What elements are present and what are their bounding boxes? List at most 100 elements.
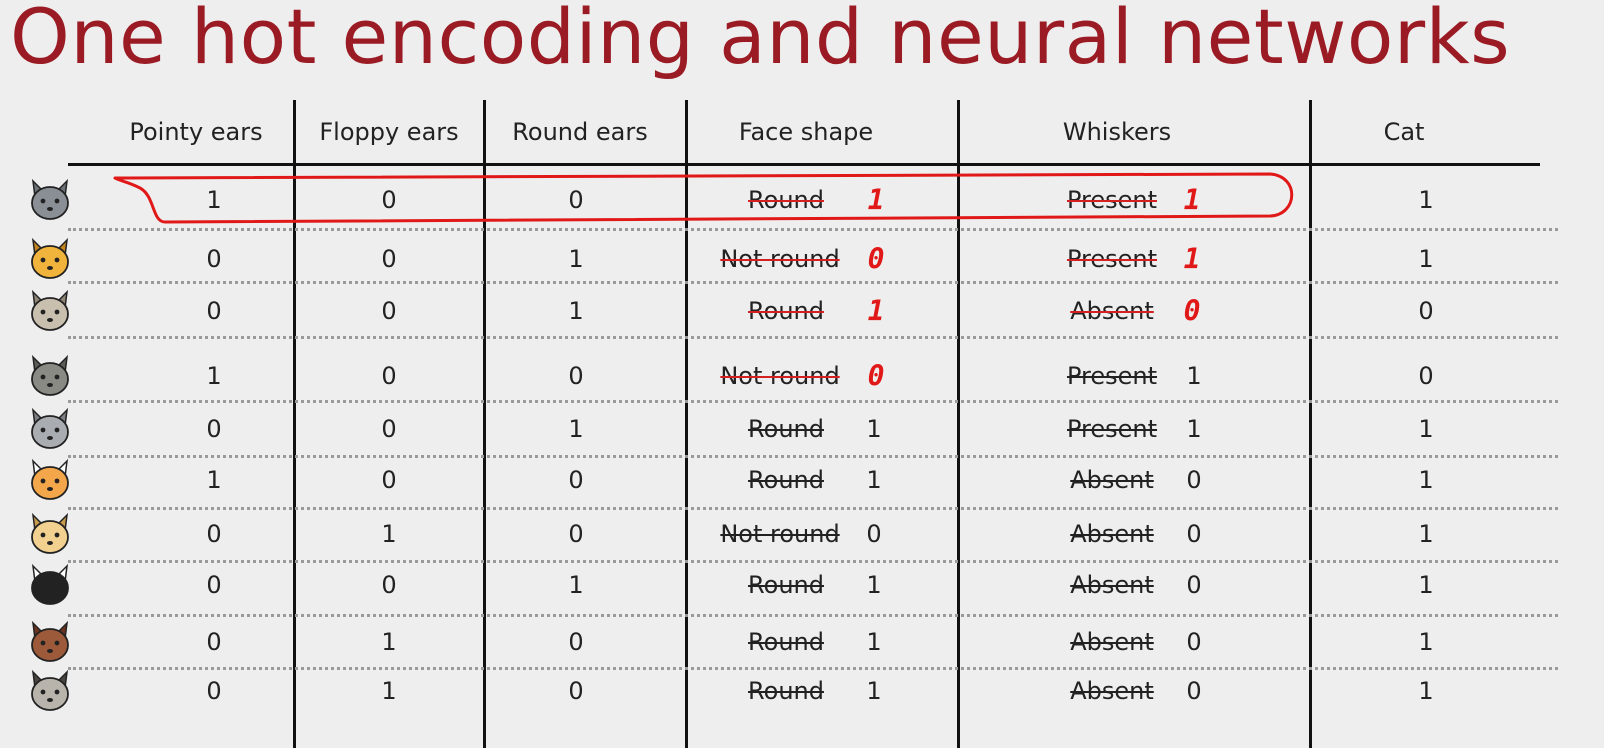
cell-face-shape-text: Round	[748, 677, 824, 705]
cell-floppy-ears: 0	[381, 362, 397, 390]
header-whiskers: Whiskers	[1062, 118, 1172, 146]
cell-face-shape-text: Not round	[720, 362, 840, 390]
cell-face-shape-value: 0	[866, 520, 882, 548]
cell-round-ears: 1	[568, 245, 584, 273]
cell-whiskers-value: 0	[1183, 294, 1201, 328]
cell-cat: 1	[1418, 677, 1434, 705]
cell-face-shape-text: Round	[748, 415, 824, 443]
row-separator	[68, 281, 1558, 284]
cell-round-ears: 0	[568, 186, 584, 214]
row-separator	[68, 667, 1558, 670]
row-separator	[68, 228, 1558, 231]
cell-cat: 1	[1418, 571, 1434, 599]
cell-whiskers-value: 0	[1186, 520, 1202, 548]
cell-whiskers-text: Present	[1066, 362, 1158, 390]
gray-wolf-icon	[31, 354, 69, 396]
cell-floppy-ears: 0	[381, 186, 397, 214]
cell-floppy-ears: 1	[381, 677, 397, 705]
column-divider	[685, 100, 688, 748]
cell-face-shape-value: 1	[866, 677, 882, 705]
cell-pointy-ears: 0	[206, 297, 222, 325]
page-title: One hot encoding and neural networks	[10, 0, 1511, 81]
header-floppy-ears: Floppy ears	[319, 118, 459, 146]
cell-face-shape-text: Not round	[720, 520, 840, 548]
cell-face-shape-text: Round	[748, 186, 824, 214]
brown-dog-icon	[31, 620, 69, 662]
cell-face-shape-value: 1	[867, 294, 885, 328]
cell-whiskers-text: Absent	[1070, 571, 1154, 599]
cell-round-ears: 0	[568, 628, 584, 656]
cell-round-ears: 0	[568, 677, 584, 705]
cell-floppy-ears: 1	[381, 628, 397, 656]
cell-face-shape-value: 0	[867, 242, 885, 276]
cell-cat: 1	[1418, 415, 1434, 443]
cell-whiskers-value: 0	[1186, 677, 1202, 705]
gray-cat-icon	[31, 178, 69, 220]
cell-pointy-ears: 0	[206, 571, 222, 599]
cell-face-shape-value: 1	[866, 466, 882, 494]
cell-floppy-ears: 0	[381, 466, 397, 494]
cell-cat: 1	[1418, 628, 1434, 656]
cell-round-ears: 0	[568, 520, 584, 548]
cell-face-shape-text: Round	[748, 297, 824, 325]
column-divider	[293, 100, 296, 748]
cell-face-shape-text: Round	[748, 628, 824, 656]
cell-whiskers-text: Present	[1066, 245, 1158, 273]
cell-pointy-ears: 1	[206, 466, 222, 494]
cell-face-shape-value: 0	[867, 359, 885, 393]
cell-pointy-ears: 0	[206, 628, 222, 656]
row-separator	[68, 400, 1558, 403]
cell-face-shape-value: 1	[866, 571, 882, 599]
cell-cat: 0	[1418, 362, 1434, 390]
cell-pointy-ears: 0	[206, 677, 222, 705]
cell-floppy-ears: 0	[381, 297, 397, 325]
cell-round-ears: 1	[568, 297, 584, 325]
cell-face-shape-text: Round	[748, 571, 824, 599]
cell-floppy-ears: 1	[381, 520, 397, 548]
cell-round-ears: 1	[568, 571, 584, 599]
cell-whiskers-text: Absent	[1070, 297, 1154, 325]
cell-pointy-ears: 0	[206, 520, 222, 548]
cell-floppy-ears: 0	[381, 571, 397, 599]
row-separator	[68, 507, 1558, 510]
cell-cat: 1	[1418, 186, 1434, 214]
tan-dog-icon	[31, 512, 69, 554]
cell-face-shape-value: 1	[867, 183, 885, 217]
cell-whiskers-value: 1	[1186, 415, 1202, 443]
beige-bear-dog-icon	[31, 289, 69, 331]
cell-floppy-ears: 0	[381, 415, 397, 443]
column-divider	[1309, 100, 1312, 748]
cell-whiskers-text: Present	[1066, 186, 1158, 214]
cell-floppy-ears: 0	[381, 245, 397, 273]
row-separator	[68, 336, 1558, 339]
cell-pointy-ears: 0	[206, 245, 222, 273]
cell-cat: 1	[1418, 245, 1434, 273]
cell-whiskers-value: 1	[1186, 362, 1202, 390]
cell-face-shape-value: 1	[866, 415, 882, 443]
cell-whiskers-text: Absent	[1070, 466, 1154, 494]
header-pointy-ears: Pointy ears	[129, 118, 263, 146]
cell-whiskers-value: 0	[1186, 466, 1202, 494]
row-separator	[68, 614, 1558, 617]
cell-whiskers-text: Absent	[1070, 520, 1154, 548]
cell-pointy-ears: 0	[206, 415, 222, 443]
cell-round-ears: 1	[568, 415, 584, 443]
header-round-ears: Round ears	[512, 118, 648, 146]
cell-round-ears: 0	[568, 466, 584, 494]
cell-whiskers-value: 0	[1186, 628, 1202, 656]
header-cat: Cat	[1383, 118, 1425, 146]
cell-whiskers-value: 0	[1186, 571, 1202, 599]
black-white-cat-icon	[31, 563, 69, 605]
row-separator	[68, 560, 1558, 563]
cell-face-shape-text: Round	[748, 466, 824, 494]
cell-cat: 0	[1418, 297, 1434, 325]
column-divider	[957, 100, 960, 748]
cell-whiskers-value: 1	[1183, 183, 1201, 217]
row-separator	[68, 455, 1558, 458]
column-divider	[483, 100, 486, 748]
cell-cat: 1	[1418, 520, 1434, 548]
cell-face-shape-text: Not round	[720, 245, 840, 273]
cell-whiskers-value: 1	[1183, 242, 1201, 276]
